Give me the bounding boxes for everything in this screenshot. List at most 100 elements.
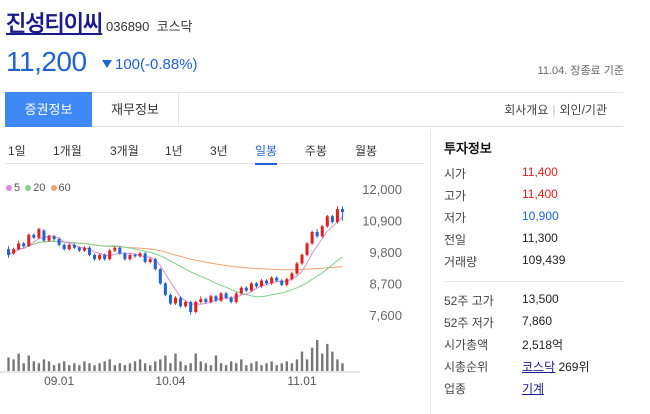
y-tick-label: 10,900 xyxy=(362,214,402,229)
info-value: 11,400 xyxy=(522,165,558,179)
candle-body xyxy=(103,254,107,260)
tab-financial-info[interactable]: 재무정보 xyxy=(92,92,179,127)
volume-bar xyxy=(290,363,294,371)
info-label: 52주 저가 xyxy=(444,316,494,330)
period-monthly[interactable]: 월봉 xyxy=(355,144,378,158)
candle-body xyxy=(184,302,188,307)
y-tick-label: 8,700 xyxy=(369,276,402,291)
period-daily[interactable]: 일봉 xyxy=(255,142,278,165)
ma20-label: 20 xyxy=(33,182,46,194)
info-value: 7,860 xyxy=(522,314,553,328)
volume-bar xyxy=(47,361,51,371)
volume-bar xyxy=(214,355,218,371)
foreign-institution-link[interactable]: 외인/기관 xyxy=(559,103,608,117)
volume-bar xyxy=(295,359,299,371)
candle-body xyxy=(214,296,218,301)
volume-bar xyxy=(285,361,289,371)
period-3y[interactable]: 3년 xyxy=(210,144,228,158)
candle-body xyxy=(62,244,66,250)
price-change-value: 100(-0.88%) xyxy=(115,56,198,73)
candle-body xyxy=(270,277,274,284)
y-tick-label: 9,800 xyxy=(369,245,402,260)
ma5-line xyxy=(8,216,343,305)
candle-body xyxy=(179,297,183,307)
candle-body xyxy=(163,283,167,295)
volume-bar xyxy=(113,365,116,371)
info-label: 시가총액 xyxy=(444,338,489,352)
candle-body xyxy=(7,249,11,255)
volume-bar xyxy=(143,363,147,371)
volume-bar xyxy=(57,363,61,371)
candle-body xyxy=(219,293,223,301)
volume-bar xyxy=(123,365,127,371)
candle-body xyxy=(330,216,334,222)
volume-bar xyxy=(336,359,339,371)
info-label: 업종 xyxy=(444,382,467,396)
tab-links: 회사개요 | 외인/기관 xyxy=(504,101,607,118)
volume-bar xyxy=(219,363,223,371)
candle-body xyxy=(173,297,178,304)
candle-body xyxy=(315,232,319,237)
info-value: 10,900 xyxy=(522,209,559,223)
candle-body xyxy=(22,243,26,247)
volume-bar xyxy=(169,363,172,371)
candle-body xyxy=(12,249,16,254)
volume-bar xyxy=(133,361,137,371)
volume-bar xyxy=(149,365,152,371)
candle-body xyxy=(194,302,198,312)
info-label: 거래량 xyxy=(444,255,478,269)
candle-body xyxy=(310,232,314,244)
volume-bar xyxy=(68,365,71,371)
volume-bar xyxy=(305,359,309,371)
volume-bar xyxy=(93,365,96,371)
period-1y[interactable]: 1년 xyxy=(165,144,183,158)
period-3m[interactable]: 3개월 xyxy=(110,144,139,158)
info-row-market-cap: 시가총액 2,518억 xyxy=(444,336,644,358)
candle-body xyxy=(27,234,31,247)
candle-body xyxy=(285,279,289,285)
industry-link[interactable]: 기계 xyxy=(522,382,545,396)
price-chart[interactable]: 12,000 10,900 9,800 8,700 7,600 09.01 10.04 11.… xyxy=(0,172,420,387)
info-row-prev-close: 전일 11,300 xyxy=(444,231,644,253)
price-change: 100(-0.88%) xyxy=(102,56,198,73)
volume-bar xyxy=(7,357,10,371)
candle-body xyxy=(67,244,71,250)
volume-bar xyxy=(73,363,76,371)
y-tick-label: 12,000 xyxy=(362,182,402,197)
candle-body xyxy=(153,259,157,270)
candle-body xyxy=(239,287,243,294)
stock-name-link[interactable]: 진성티이씨 xyxy=(6,11,103,36)
period-1m[interactable]: 1개월 xyxy=(53,144,82,158)
info-value: 2,518억 xyxy=(522,338,564,352)
volume-bar xyxy=(118,363,122,371)
rank-value: 269위 xyxy=(555,360,590,374)
info-row-industry: 업종 기계 xyxy=(444,380,644,402)
market-link[interactable]: 코스닥 xyxy=(522,360,556,374)
candle-body xyxy=(280,280,284,285)
volume-bar xyxy=(159,359,162,371)
candle-body xyxy=(295,263,299,274)
company-overview-link[interactable]: 회사개요 xyxy=(504,103,549,117)
tab-securities-info[interactable]: 증권정보 xyxy=(5,92,92,127)
period-1d[interactable]: 1일 xyxy=(8,144,26,158)
investment-info-title: 투자정보 xyxy=(444,141,492,156)
volume-bar xyxy=(250,363,253,371)
period-weekly[interactable]: 주봉 xyxy=(305,144,328,158)
candle-body xyxy=(143,253,147,262)
ma60-dot-icon xyxy=(50,185,57,191)
volume-bar xyxy=(12,359,15,371)
volume-bar xyxy=(88,363,91,371)
info-value: 11,300 xyxy=(522,231,558,245)
volume-bar xyxy=(280,363,283,371)
candle-body xyxy=(189,302,193,312)
info-tabbar: 증권정보 재무정보 회사개요 | 외인/기관 xyxy=(5,92,623,127)
info-row-high: 고가 11,400 xyxy=(444,187,644,209)
ma5-dot-icon xyxy=(6,185,12,191)
candle-body xyxy=(229,297,233,302)
candle-body xyxy=(113,247,117,251)
volume-bar xyxy=(265,363,268,371)
volume-bar xyxy=(22,363,25,371)
x-tick-label: 10.04 xyxy=(155,374,185,387)
candle-body xyxy=(325,216,329,227)
info-value: 109,439 xyxy=(522,253,566,267)
